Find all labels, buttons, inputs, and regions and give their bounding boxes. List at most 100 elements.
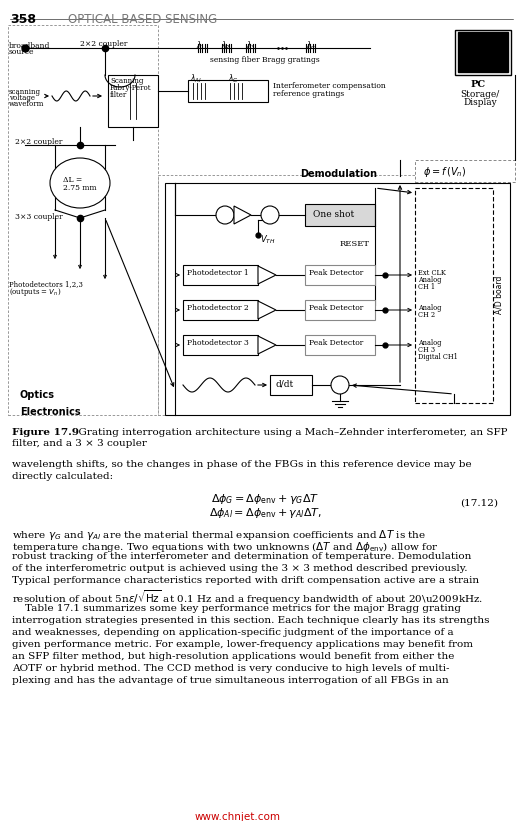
Text: $\lambda_3$: $\lambda_3$ — [246, 39, 256, 52]
Text: 2×2 coupler: 2×2 coupler — [15, 138, 62, 146]
Text: $\lambda_1$: $\lambda_1$ — [196, 39, 206, 52]
Text: $\lambda_{Al}$: $\lambda_{Al}$ — [190, 72, 202, 85]
Text: $\lambda_m$: $\lambda_m$ — [306, 39, 318, 52]
Text: Scanning: Scanning — [110, 77, 143, 85]
Text: Interferometer compensation: Interferometer compensation — [273, 82, 386, 90]
Text: Storage/: Storage/ — [460, 90, 499, 99]
Text: Analog: Analog — [418, 304, 441, 312]
Bar — [8, 25, 158, 415]
Text: (17.12): (17.12) — [460, 499, 498, 508]
Bar — [305, 335, 375, 355]
Text: Fabry-Perot: Fabry-Perot — [110, 84, 152, 92]
Text: interrogation strategies presented in this section. Each technique clearly has i: interrogation strategies presented in th… — [12, 616, 490, 625]
Text: Peak Detector: Peak Detector — [309, 304, 363, 312]
Circle shape — [216, 206, 234, 224]
Text: 2.75 mm: 2.75 mm — [63, 184, 97, 192]
Text: sensing fiber Bragg gratings: sensing fiber Bragg gratings — [210, 56, 320, 64]
Bar — [455, 30, 511, 75]
Text: waveform: waveform — [9, 100, 44, 108]
Bar — [415, 160, 515, 182]
Text: One shot: One shot — [313, 210, 354, 219]
Text: an SFP filter method, but high-resolution applications would benefit from either: an SFP filter method, but high-resolutio… — [12, 652, 454, 661]
Ellipse shape — [50, 158, 110, 208]
Text: filter: filter — [110, 91, 127, 99]
Text: +: + — [265, 205, 273, 214]
Text: PC: PC — [471, 80, 486, 89]
Bar — [458, 32, 508, 72]
Text: temperature change. Two equations with two unknowns ($\Delta T$ and $\Delta\phi_: temperature change. Two equations with t… — [12, 540, 439, 554]
Polygon shape — [258, 336, 276, 354]
Text: Optics: Optics — [20, 390, 55, 400]
Text: source: source — [9, 48, 35, 56]
Polygon shape — [258, 266, 276, 284]
Bar — [108, 75, 158, 127]
Text: reference gratings: reference gratings — [273, 90, 344, 98]
Text: Figure 17.9: Figure 17.9 — [12, 428, 79, 437]
Text: $\Delta\phi_G = \Delta\phi_{\rm env} + \gamma_G\Delta T$: $\Delta\phi_G = \Delta\phi_{\rm env} + \… — [211, 492, 319, 506]
Text: Analog: Analog — [418, 339, 441, 347]
Text: Peak Detector: Peak Detector — [309, 339, 363, 347]
Bar — [305, 204, 375, 226]
Text: $V_{TH}$: $V_{TH}$ — [260, 233, 276, 245]
Bar — [305, 300, 375, 320]
Text: Typical performance characteristics reported with drift compensation active are : Typical performance characteristics repo… — [12, 576, 479, 585]
Text: Display: Display — [463, 98, 497, 107]
Text: Demodulation: Demodulation — [300, 169, 377, 179]
Polygon shape — [234, 206, 251, 224]
Text: CH 2: CH 2 — [418, 311, 435, 319]
Text: wavelength shifts, so the changes in phase of the FBGs in this reference device : wavelength shifts, so the changes in pha… — [12, 460, 472, 469]
Text: broadband: broadband — [9, 42, 50, 50]
Text: 2×2 coupler: 2×2 coupler — [80, 40, 128, 48]
Text: CH 1: CH 1 — [418, 283, 435, 291]
Text: AOTF or hybrid method. The CCD method is very conducive to high levels of multi-: AOTF or hybrid method. The CCD method is… — [12, 664, 449, 673]
Text: −: − — [335, 383, 343, 392]
Bar — [270, 375, 312, 395]
Bar — [183, 265, 258, 285]
Bar — [183, 300, 258, 320]
Text: www.chnjet.com: www.chnjet.com — [195, 812, 281, 821]
Text: robust tracking of the interferometer and determination of temperature. Demodula: robust tracking of the interferometer an… — [12, 552, 471, 561]
Circle shape — [331, 376, 349, 394]
Text: d/dt: d/dt — [275, 379, 293, 388]
Bar — [415, 188, 493, 403]
Text: RESET: RESET — [340, 240, 370, 248]
Text: resolution of about 5n$\varepsilon/\sqrt{\rm Hz}$ at 0.1 Hz and a frequency band: resolution of about 5n$\varepsilon/\sqrt… — [12, 588, 483, 607]
Text: given performance metric. For example, lower-frequency applications may benefit : given performance metric. For example, l… — [12, 640, 473, 649]
Text: Analog: Analog — [418, 276, 441, 284]
Text: 3×3 coupler: 3×3 coupler — [15, 213, 63, 221]
Text: $\Delta\phi_{Al} = \Delta\phi_{\rm env} + \gamma_{Al}\Delta T,$: $\Delta\phi_{Al} = \Delta\phi_{\rm env} … — [209, 506, 322, 520]
Text: scanning: scanning — [9, 88, 41, 96]
Text: filter, and a 3 × 3 coupler: filter, and a 3 × 3 coupler — [12, 439, 147, 448]
Text: (outputs = $V_n$): (outputs = $V_n$) — [9, 286, 61, 298]
Text: Digital CH1: Digital CH1 — [418, 353, 458, 361]
Text: Grating interrogation architecture using a Mach–Zehnder interferometer, an SFP: Grating interrogation architecture using… — [72, 428, 507, 437]
Bar — [158, 175, 510, 415]
Text: Photodetector 3: Photodetector 3 — [187, 339, 249, 347]
Text: $\phi = f\,(V_n)$: $\phi = f\,(V_n)$ — [423, 165, 467, 179]
Text: $\lambda_G$: $\lambda_G$ — [228, 72, 238, 85]
Text: Electronics: Electronics — [20, 407, 81, 417]
Text: of the interferometric output is achieved using the 3 × 3 method described previ: of the interferometric output is achieve… — [12, 564, 468, 573]
Text: Photodetector 1: Photodetector 1 — [187, 269, 249, 277]
Text: CH 3: CH 3 — [418, 346, 435, 354]
Text: Photodetector 2: Photodetector 2 — [187, 304, 249, 312]
Text: where $\gamma_G$ and $\gamma_{Al}$ are the material thermal expansion coefficien: where $\gamma_G$ and $\gamma_{Al}$ are t… — [12, 528, 426, 542]
Circle shape — [261, 206, 279, 224]
Text: Photodetectors 1,2,3: Photodetectors 1,2,3 — [9, 280, 83, 288]
Text: ΔL =: ΔL = — [63, 176, 82, 184]
Text: OPTICAL-BASED SENSING: OPTICAL-BASED SENSING — [68, 13, 217, 26]
Text: Table 17.1 summarizes some key performance metrics for the major Bragg grating: Table 17.1 summarizes some key performan… — [12, 604, 461, 613]
Bar — [165, 183, 510, 415]
Text: directly calculated:: directly calculated: — [12, 472, 113, 481]
Text: 358: 358 — [10, 13, 36, 26]
Text: Ext CLK: Ext CLK — [418, 269, 446, 277]
Text: +: + — [335, 375, 344, 385]
Text: A/D board: A/D board — [495, 276, 504, 314]
Bar — [305, 265, 375, 285]
Text: −: − — [265, 211, 275, 221]
Text: $\lambda_2$: $\lambda_2$ — [221, 39, 231, 52]
Text: voltage: voltage — [9, 94, 35, 102]
Text: +: + — [221, 205, 230, 215]
Polygon shape — [258, 301, 276, 319]
Text: Peak Detector: Peak Detector — [309, 269, 363, 277]
